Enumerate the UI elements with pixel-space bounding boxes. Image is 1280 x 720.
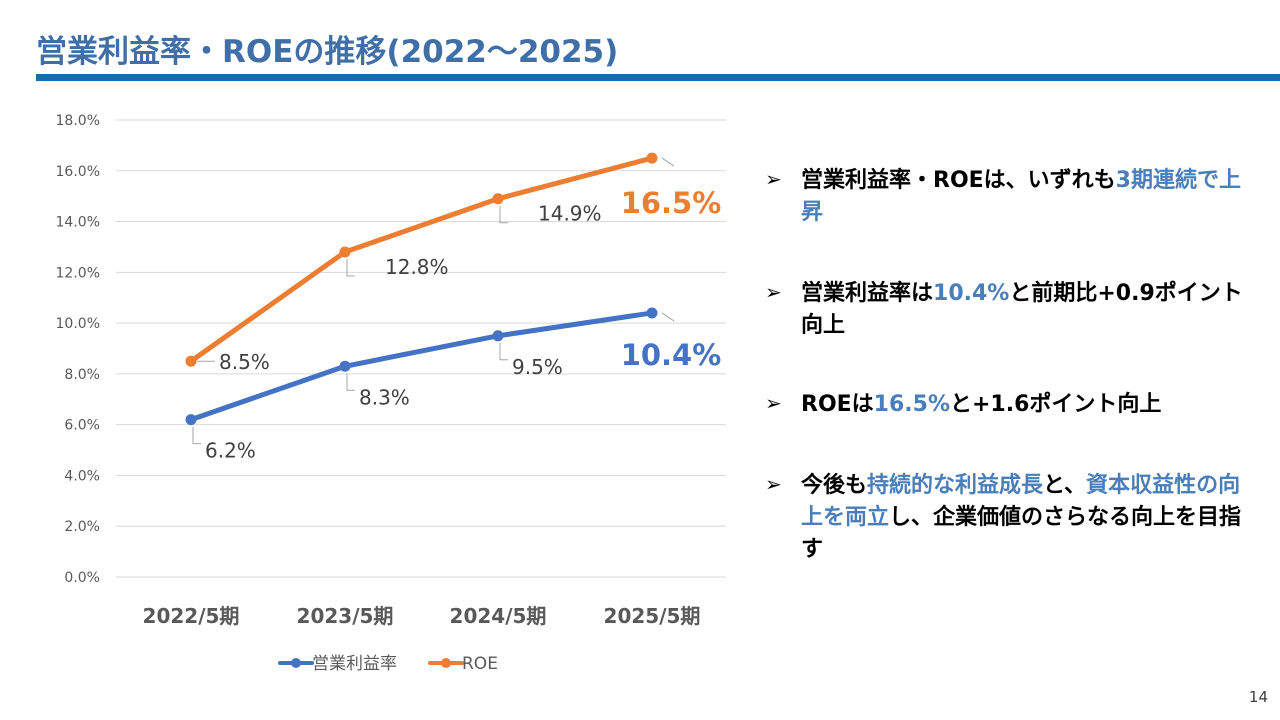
bullet-text: ROEは16.5%と+1.6ポイント向上 [801,389,1261,421]
bullet-text: 営業利益率は10.4%と前期比+0.9ポイント向上 [801,278,1261,342]
x-tick-label: 2024/5期 [450,604,547,628]
bullet-segment: し、企業価値のさらなる向上を目指す [801,505,1242,562]
highlighted-text: 持続的な利益成長 [867,473,1044,498]
label-leader [661,312,675,322]
data-point [339,360,351,372]
y-tick-label: 14.0% [56,215,100,231]
bullet-segment: 営業利益率は [801,281,934,306]
y-tick-label: 8.0% [64,367,100,383]
arrow-bullet-icon: ➢ [765,472,782,496]
bullet-text: 今後も持続的な利益成長と、資本収益性の向上を両立し、企業価値のさらなる向上を目指… [801,470,1261,566]
data-label: 8.3% [359,385,410,409]
bullet-segment: 今後も [801,473,868,498]
arrow-bullet-icon: ➢ [765,280,782,304]
bullet-segment: ROEは [801,392,874,417]
y-tick-label: 12.0% [56,265,100,281]
y-tick-label: 2.0% [64,519,100,535]
highlight-data-label: 16.5% [621,186,722,220]
page-number: 14 [1248,688,1268,706]
data-point [492,330,504,342]
data-point [646,152,658,164]
data-label: 6.2% [205,439,256,463]
data-label: 14.9% [538,202,602,226]
data-point [185,414,197,426]
label-leader [346,259,355,277]
data-label: 12.8% [385,255,449,279]
line-chart: 0.0% 2.0% 4.0% 6.0% 8.0% 10.0% 12.0% 14.0% 16.0%… [56,113,726,674]
highlighted-text: 3期連続で上昇 [801,168,1241,225]
series-line-1 [188,310,655,423]
data-point [185,355,197,367]
x-tick-label: 2025/5期 [604,604,701,628]
x-tick-label: 2023/5期 [297,604,394,628]
series-line-2 [188,155,655,364]
y-tick-label: 0.0% [64,570,100,586]
bullet-segment: と+1.6ポイント向上 [950,392,1162,417]
page-title: 営業利益率・ROEの推移(2022～2025) [36,34,619,70]
data-point [492,193,504,205]
bullet-segment: 営業利益率・ROEは、いずれも [801,168,1116,193]
label-leader [192,426,201,445]
data-label: 9.5% [512,355,563,379]
highlighted-text: 16.5% [873,392,950,417]
title-underline [36,74,1280,81]
bullet-segment: と、 [1043,473,1087,498]
label-leader [499,342,508,361]
y-tick-label: 10.0% [56,316,100,332]
highlight-data-label: 10.4% [621,338,722,372]
bullet-segment: と前期比+0.9ポイント向上 [801,281,1243,338]
y-tick-label: 4.0% [64,468,100,484]
legend-label: ROE [462,654,498,674]
highlighted-text: 資本収益性の向上を両立 [801,473,1241,530]
arrow-bullet-icon: ➢ [765,167,782,191]
data-point [339,246,351,258]
legend-marker-icon [441,658,451,668]
arrow-bullet-icon: ➢ [765,391,782,415]
data-label: 8.5% [219,350,270,374]
y-tick-label: 6.0% [64,418,100,434]
y-tick-label: 18.0% [56,113,100,129]
highlighted-text: 10.4% [933,281,1010,306]
legend-marker-icon [291,658,301,668]
y-tick-label: 16.0% [56,164,100,180]
label-leader [346,373,355,391]
bullet-text: 営業利益率・ROEは、いずれも3期連続で上昇 [801,165,1261,229]
label-leader [661,157,675,167]
label-leader [499,205,508,224]
legend-label: 営業利益率 [312,654,397,674]
x-tick-label: 2022/5期 [143,604,240,628]
data-point [646,307,658,319]
